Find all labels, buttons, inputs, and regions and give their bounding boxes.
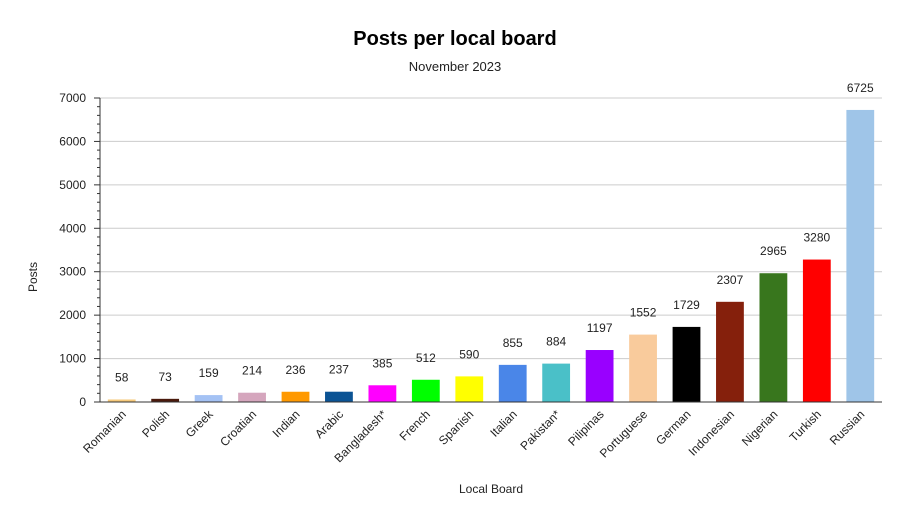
y-axis-title: Posts bbox=[26, 262, 40, 292]
x-tick-label-nigerian: Nigerian bbox=[739, 407, 781, 449]
data-label-italian: 855 bbox=[503, 336, 523, 350]
data-label-bangladesh: 385 bbox=[372, 356, 392, 370]
x-tick-label-croatian: Croatian bbox=[217, 407, 259, 449]
bar-french bbox=[411, 379, 440, 402]
bar-pakistan bbox=[542, 363, 571, 402]
x-tick-label-portuguese: Portuguese bbox=[597, 407, 651, 461]
data-label-pilipinas: 1197 bbox=[587, 321, 613, 335]
data-label-portuguese: 1552 bbox=[630, 306, 657, 320]
y-tick-label-5000: 5000 bbox=[59, 178, 86, 192]
data-label-croatian: 214 bbox=[242, 364, 262, 378]
data-label-greek: 159 bbox=[199, 366, 219, 380]
bar-indian bbox=[281, 391, 310, 402]
bar-croatian bbox=[238, 392, 266, 402]
bar-german bbox=[672, 326, 701, 402]
y-tick-label-0: 0 bbox=[79, 395, 86, 409]
y-tick-label-1000: 1000 bbox=[59, 352, 86, 366]
x-tick-label-pilipinas: Pilipinas bbox=[565, 407, 607, 449]
bar-greek bbox=[194, 395, 223, 402]
data-label-indian: 236 bbox=[285, 363, 305, 377]
data-label-nigerian: 2965 bbox=[760, 244, 787, 258]
bar-nigerian bbox=[759, 273, 788, 402]
gridlines bbox=[100, 97, 882, 360]
y-tick-label-7000: 7000 bbox=[59, 91, 86, 105]
x-tick-label-french: French bbox=[397, 407, 433, 443]
bar-portuguese bbox=[629, 334, 657, 402]
y-tick-label-6000: 6000 bbox=[59, 134, 86, 148]
data-label-polish: 73 bbox=[158, 370, 172, 384]
y-tick-label-2000: 2000 bbox=[59, 308, 86, 322]
x-tick-label-turkish: Turkish bbox=[787, 407, 824, 444]
bar-turkish bbox=[802, 259, 831, 402]
bar-arabic bbox=[325, 391, 353, 402]
data-label-romanian: 58 bbox=[115, 370, 129, 384]
bar-indonesian bbox=[716, 301, 744, 402]
x-tick-label-german: German bbox=[653, 407, 694, 448]
x-tick-label-polish: Polish bbox=[139, 407, 172, 440]
x-tick-label-indian: Indian bbox=[270, 407, 303, 440]
bar-pilipinas bbox=[585, 350, 614, 402]
data-label-spanish: 590 bbox=[459, 347, 479, 361]
x-tick-label-arabic: Arabic bbox=[312, 407, 346, 441]
data-label-pakistan: 884 bbox=[546, 335, 566, 349]
x-axis-title: Local Board bbox=[459, 482, 523, 496]
data-label-arabic: 237 bbox=[329, 363, 349, 377]
chart-title: Posts per local board bbox=[353, 28, 556, 50]
bar-romanian bbox=[107, 399, 136, 402]
x-tick-label-romanian: Romanian bbox=[80, 407, 129, 456]
x-tick-label-indonesian: Indonesian bbox=[686, 407, 737, 458]
bar-spanish bbox=[455, 376, 484, 402]
bar-italian bbox=[498, 364, 527, 402]
y-tick-label-4000: 4000 bbox=[59, 221, 86, 235]
data-label-french: 512 bbox=[416, 351, 436, 365]
data-labels: 58 73 159 214 236 237 385 512 590 855 884 1197 1552 1… bbox=[115, 81, 874, 385]
data-label-turkish: 3280 bbox=[803, 231, 830, 245]
bar-bangladesh bbox=[368, 385, 397, 402]
x-tick-label-russian: Russian bbox=[827, 407, 868, 448]
chart-subtitle: November 2023 bbox=[409, 59, 502, 74]
x-tick-label-spanish: Spanish bbox=[436, 407, 477, 448]
data-label-german: 1729 bbox=[673, 298, 700, 312]
data-label-russian: 6725 bbox=[847, 81, 874, 95]
bar-russian bbox=[846, 109, 875, 402]
bar-polish bbox=[151, 398, 180, 402]
x-tick-label-pakistan: Pakistan* bbox=[518, 407, 564, 453]
x-tick-label-greek: Greek bbox=[183, 407, 217, 441]
x-tick-label-italian: Italian bbox=[487, 407, 520, 440]
axes: 0 1000 2000 3000 4000 5000 6000 7000 Romanian Pol… bbox=[59, 91, 882, 465]
bars bbox=[107, 109, 875, 402]
data-label-indonesian: 2307 bbox=[717, 273, 744, 287]
y-tick-label-3000: 3000 bbox=[59, 265, 86, 279]
